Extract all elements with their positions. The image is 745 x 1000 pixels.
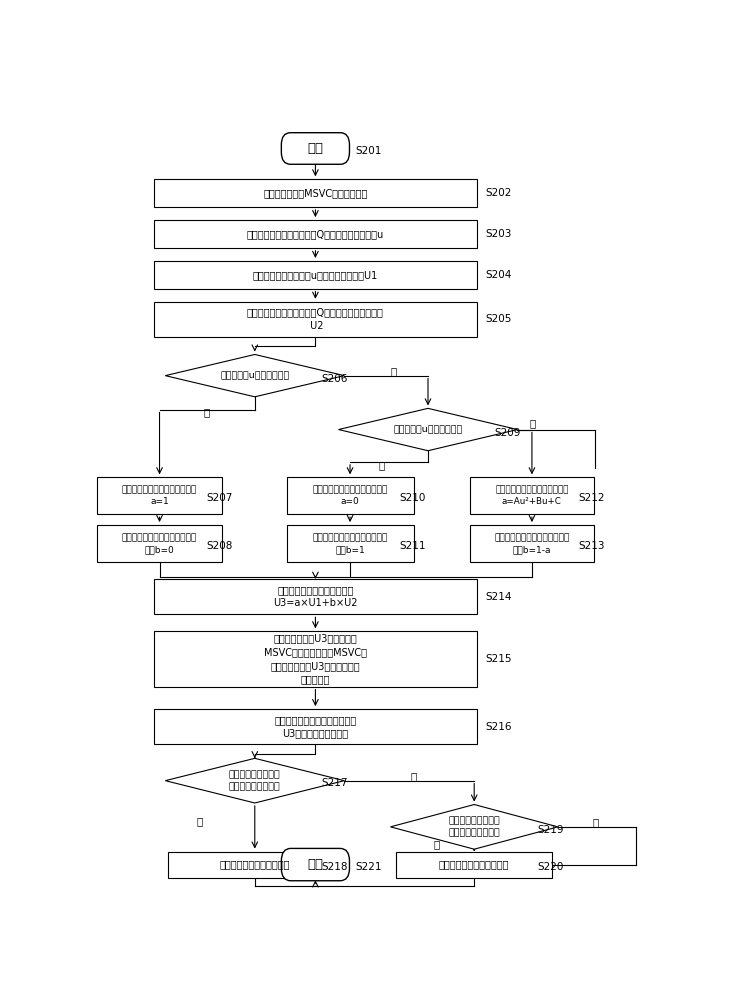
Text: S208: S208 — [207, 541, 233, 551]
FancyBboxPatch shape — [153, 261, 477, 289]
Text: 获取支路首端的无功功率值Q和支路末端的电压值u: 获取支路首端的无功功率值Q和支路末端的电压值u — [247, 229, 384, 239]
Text: 判断支路末端的当前
电压值是否越下限？: 判断支路末端的当前 电压值是否越下限？ — [448, 816, 500, 837]
Text: S212: S212 — [578, 493, 605, 503]
Polygon shape — [338, 408, 518, 451]
Text: 是: 是 — [434, 840, 440, 850]
FancyBboxPatch shape — [287, 477, 413, 514]
Text: S204: S204 — [486, 270, 512, 280]
FancyBboxPatch shape — [153, 302, 477, 337]
Text: 设定电压控制信号的加权系数为
a=1: 设定电压控制信号的加权系数为 a=1 — [122, 485, 197, 506]
Text: 否: 否 — [592, 817, 598, 827]
Text: S205: S205 — [486, 314, 512, 324]
FancyBboxPatch shape — [153, 709, 477, 744]
Text: 有载调压器向上调节分接头: 有载调压器向上调节分接头 — [439, 860, 510, 870]
Text: 设定功率因数控制信号的加权系
数为b=1-a: 设定功率因数控制信号的加权系 数为b=1-a — [494, 533, 570, 554]
Text: 否: 否 — [390, 366, 396, 376]
Text: S209: S209 — [495, 428, 521, 438]
Text: 判断电压值u是否越下限？: 判断电压值u是否越下限？ — [221, 371, 289, 380]
Text: 是: 是 — [378, 460, 385, 470]
Text: S202: S202 — [486, 188, 512, 198]
Text: S213: S213 — [578, 541, 605, 551]
Text: S203: S203 — [486, 229, 512, 239]
FancyBboxPatch shape — [153, 179, 477, 207]
Text: S215: S215 — [486, 654, 513, 664]
Polygon shape — [390, 805, 558, 849]
Text: 根据支路末端的电压值u确定电压控制信号U1: 根据支路末端的电压值u确定电压控制信号U1 — [253, 270, 378, 280]
Text: S207: S207 — [207, 493, 233, 503]
Polygon shape — [165, 758, 344, 803]
FancyBboxPatch shape — [98, 525, 221, 562]
Text: 有载调压器向下调节分接头: 有载调压器向下调节分接头 — [220, 860, 290, 870]
Text: 有载调压器接收到复合控制信号
U3时起计时预设时间段: 有载调压器接收到复合控制信号 U3时起计时预设时间段 — [274, 715, 357, 739]
Text: S210: S210 — [399, 493, 425, 503]
FancyBboxPatch shape — [153, 220, 477, 248]
Text: 设定电压控制信号的加权系数为
a=0: 设定电压控制信号的加权系数为 a=0 — [312, 485, 387, 506]
Text: S219: S219 — [538, 825, 564, 835]
Text: S216: S216 — [486, 722, 513, 732]
Text: 加权求和后得到复合控制信号
U3=a×U1+b×U2: 加权求和后得到复合控制信号 U3=a×U1+b×U2 — [273, 585, 358, 608]
Text: 开始: 开始 — [308, 142, 323, 155]
Text: S206: S206 — [321, 374, 348, 384]
FancyBboxPatch shape — [470, 477, 594, 514]
FancyBboxPatch shape — [153, 631, 477, 687]
Text: S221: S221 — [356, 862, 382, 872]
FancyBboxPatch shape — [153, 579, 477, 614]
Text: S217: S217 — [321, 778, 348, 788]
Text: 否: 否 — [529, 418, 536, 428]
Text: 将复合控制信号U3分别输出至
MSVC和有载调压器，MSVC根
据复合控制信号U3调节支路电压
和功率因数: 将复合控制信号U3分别输出至 MSVC和有载调压器，MSVC根 据复合控制信号U… — [264, 634, 367, 684]
FancyBboxPatch shape — [396, 852, 552, 878]
Text: 是: 是 — [197, 816, 203, 826]
Text: 配电网支路接入MSVC和有载调压器: 配电网支路接入MSVC和有载调压器 — [263, 188, 367, 198]
Text: S201: S201 — [356, 146, 382, 156]
Text: 根据支路首端的无功功率值Q确定功率因数控制信号
 U2: 根据支路首端的无功功率值Q确定功率因数控制信号 U2 — [247, 308, 384, 331]
FancyBboxPatch shape — [168, 852, 341, 878]
Text: 判断电压值u是否越上限？: 判断电压值u是否越上限？ — [393, 425, 463, 434]
Text: S218: S218 — [321, 862, 348, 872]
Text: 是: 是 — [203, 408, 209, 418]
Text: 设定电压控制信号的加权系数为
a=Au²+Bu+C: 设定电压控制信号的加权系数为 a=Au²+Bu+C — [495, 485, 568, 506]
FancyBboxPatch shape — [282, 848, 349, 881]
FancyBboxPatch shape — [98, 477, 221, 514]
FancyBboxPatch shape — [287, 525, 413, 562]
Text: S214: S214 — [486, 592, 513, 602]
Text: 判断支路末端的当前
电压值是否越上限？: 判断支路末端的当前 电压值是否越上限？ — [229, 770, 281, 791]
Text: 设定功率因数控制信号的加权系
数为b=0: 设定功率因数控制信号的加权系 数为b=0 — [122, 533, 197, 554]
Text: S220: S220 — [538, 862, 564, 872]
Text: 设定功率因数控制信号的加权系
数为b=1: 设定功率因数控制信号的加权系 数为b=1 — [312, 533, 387, 554]
FancyBboxPatch shape — [470, 525, 594, 562]
FancyBboxPatch shape — [282, 133, 349, 164]
Polygon shape — [165, 354, 344, 397]
Text: 结束: 结束 — [308, 858, 323, 871]
Text: 否: 否 — [410, 771, 416, 781]
Text: S211: S211 — [399, 541, 425, 551]
